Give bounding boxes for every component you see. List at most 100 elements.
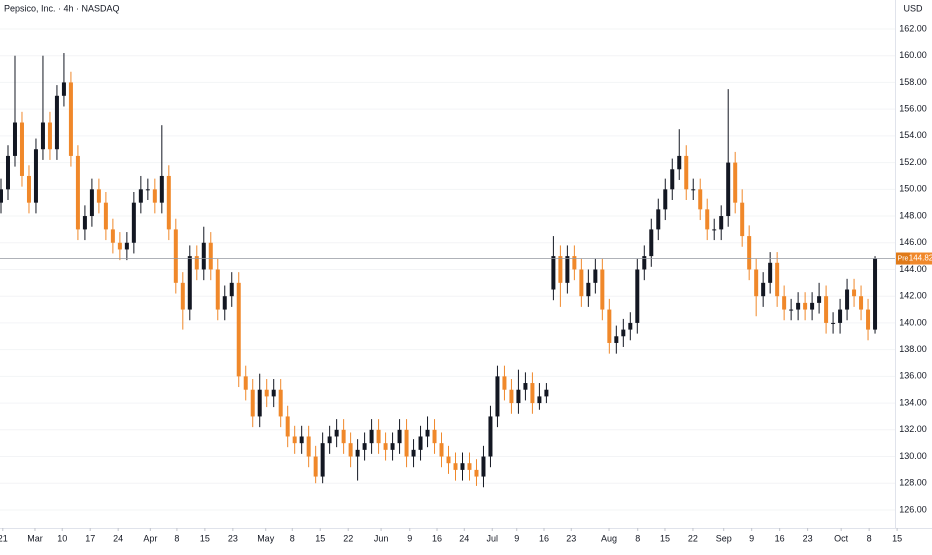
y-tick-label: 136.00 (899, 371, 927, 381)
candle-body (320, 443, 325, 477)
x-tick-label: 15 (200, 533, 210, 543)
x-tick-label: 15 (660, 533, 670, 543)
candle-body (404, 429, 409, 457)
candle-body (5, 155, 10, 190)
candle-body (96, 189, 101, 203)
candle-body (103, 202, 108, 230)
y-tick-label: 146.00 (899, 237, 927, 247)
candle-body (579, 269, 584, 297)
candle-body (803, 302, 808, 310)
candle-body (159, 175, 164, 203)
currency: USD (903, 3, 923, 13)
candle-body (859, 296, 864, 310)
x-tick-label: 17 (85, 533, 95, 543)
y-tick-label: 138.00 (899, 344, 927, 354)
candle-body (621, 329, 626, 337)
x-tick-label: May (257, 533, 275, 543)
candle-body (824, 296, 829, 323)
candle-body (89, 189, 94, 217)
y-tick-label: 162.00 (899, 23, 927, 33)
candle-body (236, 282, 241, 377)
y-tick-label: 152.00 (899, 157, 927, 167)
candle-body (26, 175, 31, 203)
y-tick-label: 128.00 (899, 478, 927, 488)
x-tick-label: 16 (539, 533, 549, 543)
candle-body (663, 189, 668, 210)
candle-body (285, 416, 290, 437)
candle-body (348, 443, 353, 457)
candle-body (145, 189, 150, 191)
candle-body (635, 269, 640, 323)
candle-body (397, 429, 402, 444)
candle-body (229, 282, 234, 297)
candle-body (33, 149, 38, 203)
x-tick-label: Apr (143, 533, 157, 543)
x-tick-label: Mar (27, 533, 43, 543)
candle-body (432, 429, 437, 444)
candle-body (509, 389, 514, 404)
candle-body (334, 429, 339, 437)
candle-body (698, 189, 703, 210)
x-tick-label: 23 (228, 533, 238, 543)
candle-body (124, 242, 129, 250)
candle-body (691, 189, 696, 191)
candle-body (243, 376, 248, 390)
candle-body (838, 309, 843, 323)
candle-body (299, 436, 304, 444)
price-label-tag (896, 252, 910, 265)
y-tick-label: 150.00 (899, 184, 927, 194)
x-tick-label: 10 (57, 533, 67, 543)
candle-body (642, 256, 647, 270)
candle-body (733, 162, 738, 203)
candle-body (684, 155, 689, 190)
x-tick-label: 24 (459, 533, 469, 543)
candle-body (152, 189, 157, 203)
candle-body (628, 322, 633, 330)
candle-body (82, 216, 87, 230)
x-tick-label: 21 (0, 533, 8, 543)
candle-body (565, 256, 570, 283)
candle-body (411, 449, 416, 457)
candle-body (110, 229, 115, 243)
candle-body (789, 309, 794, 311)
candle-body (180, 282, 185, 310)
candle-body (495, 376, 500, 417)
candle-body (47, 122, 52, 150)
candle-body (376, 429, 381, 444)
chart-title: Pepsico, Inc. · 4h · NASDAQ (4, 3, 120, 13)
candle-body (166, 175, 171, 230)
candle-body (75, 155, 80, 230)
candle-body (852, 289, 857, 297)
candle-body (530, 383, 535, 404)
x-tick-label: 15 (315, 533, 325, 543)
y-tick-label: 154.00 (899, 130, 927, 140)
candle-body (740, 202, 745, 237)
candle-body (747, 236, 752, 270)
candle-body (558, 256, 563, 283)
candle-body (516, 389, 521, 404)
x-tick-label: Sep (716, 533, 732, 543)
candle-body (313, 456, 318, 477)
y-tick-label: 160.00 (899, 50, 927, 60)
candle-body (474, 469, 479, 477)
candle-body (292, 436, 297, 444)
x-tick-label: 8 (290, 533, 295, 543)
candle-body (761, 282, 766, 297)
candle-body (138, 189, 143, 203)
candle-body (383, 443, 388, 450)
candle-body (68, 82, 73, 156)
y-tick-label: 158.00 (899, 77, 927, 87)
y-tick-label: 130.00 (899, 451, 927, 461)
candle-body (54, 95, 59, 150)
candle-body (775, 262, 780, 297)
candle-body (649, 229, 654, 257)
candle-body (677, 155, 682, 170)
candle-body (327, 436, 332, 444)
candle-body (586, 282, 591, 297)
candle-body (754, 269, 759, 297)
x-tick-label: Jun (374, 533, 389, 543)
candle-body (502, 376, 507, 390)
candle-body (418, 436, 423, 450)
price-label-prefix: Pre (898, 255, 909, 262)
y-tick-label: 134.00 (899, 397, 927, 407)
